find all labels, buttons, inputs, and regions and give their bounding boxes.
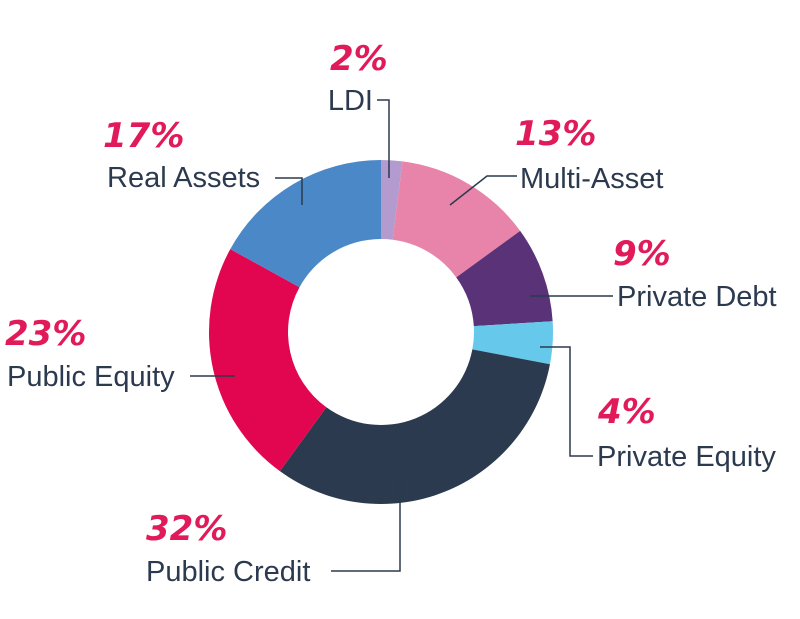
slice-real-assets	[230, 160, 381, 288]
slice-public-credit	[279, 349, 550, 504]
percent-label-real-assets: 17%	[103, 116, 184, 156]
chart-labels: 2% LDI 13% Multi-Asset 9% Private Debt 4% Priva…	[5, 39, 777, 588]
leader-real-assets	[275, 177, 303, 205]
slice-private-equity	[472, 321, 553, 365]
slice-multi-asset	[392, 161, 521, 278]
category-label-private-debt: Private Debt	[617, 281, 777, 313]
leader-multi-asset	[449, 175, 517, 206]
percent-label-multi-asset: 13%	[515, 114, 596, 154]
category-label-public-equity: Public Equity	[7, 361, 175, 393]
slice-ldi	[381, 160, 403, 240]
category-label-private-equity: Private Equity	[597, 441, 776, 473]
category-label-public-credit: Public Credit	[146, 556, 310, 588]
percent-label-ldi: 2%	[330, 39, 388, 79]
percent-label-private-equity: 4%	[597, 392, 656, 432]
leader-private-equity	[540, 346, 593, 457]
percent-label-public-equity: 23%	[5, 314, 86, 354]
percent-label-public-credit: 32%	[146, 509, 227, 549]
chart-slices	[209, 160, 553, 504]
leader-lines	[190, 99, 613, 572]
leader-ldi	[377, 99, 390, 178]
slice-public-equity	[209, 249, 327, 472]
percent-label-private-debt: 9%	[613, 234, 671, 274]
category-label-multi-asset: Multi-Asset	[520, 163, 663, 195]
slice-private-debt	[456, 230, 553, 327]
category-label-ldi: LDI	[328, 85, 373, 117]
leader-public-credit	[331, 480, 401, 572]
category-label-real-assets: Real Assets	[107, 162, 260, 194]
